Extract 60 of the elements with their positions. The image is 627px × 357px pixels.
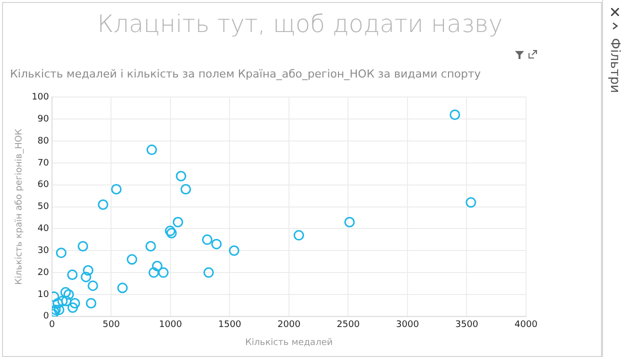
text: Фільтри: [607, 38, 622, 94]
point: [56, 248, 66, 258]
point: [450, 109, 460, 120]
point: [344, 216, 355, 228]
x-tick-label: 3000: [396, 320, 420, 330]
point: [67, 270, 78, 280]
x-tick-label: 2500: [336, 320, 360, 330]
point: [88, 280, 98, 291]
x-tick-label: 1000: [159, 320, 182, 330]
point: [228, 245, 240, 256]
point: [86, 298, 96, 308]
y-tick-label: 90: [38, 114, 50, 124]
point: [78, 241, 88, 252]
point: [294, 230, 304, 241]
point: [158, 267, 169, 278]
point: [172, 216, 184, 228]
y-tick-label: 50: [38, 202, 50, 212]
point: [202, 234, 212, 245]
point: [60, 287, 71, 298]
point: [54, 304, 64, 316]
point: [203, 267, 214, 278]
x-tick-label: 2000: [278, 320, 301, 330]
x-tick-label: 500: [102, 320, 120, 330]
y-tick-label: 10: [38, 290, 50, 300]
point: [146, 144, 158, 156]
point: [98, 199, 108, 210]
point: [57, 296, 68, 306]
point: [148, 267, 160, 278]
point: [180, 184, 192, 195]
point: [61, 296, 72, 306]
x-axis-title: Кількість медалей: [245, 338, 333, 348]
point: [82, 265, 94, 276]
point: [466, 197, 476, 208]
y-tick-label: 20: [38, 268, 50, 278]
chart-title: Клацніть тут, щоб додати назву: [96, 10, 504, 38]
point: [63, 289, 74, 300]
x-tick-label: 3500: [455, 320, 478, 330]
point: [67, 302, 78, 313]
y-tick-label: 40: [38, 224, 50, 234]
point: [152, 260, 162, 272]
point: [80, 272, 92, 282]
point: [70, 298, 80, 308]
y-tick-label: 70: [38, 158, 50, 168]
y-tick-label: 60: [38, 180, 50, 190]
point: [176, 170, 186, 182]
y-tick-label: 100: [32, 92, 50, 103]
y-tick-label: 30: [38, 246, 50, 256]
point: [211, 238, 222, 250]
x-tick-label: 1500: [218, 320, 242, 330]
chart-subtitle: Кількість медалей і кількість за полем Країна_або_регіон_НОК за видами спорту: [10, 67, 482, 80]
point: [111, 184, 122, 195]
point: [117, 282, 128, 294]
y-tick-label: 80: [38, 136, 50, 146]
point: [52, 304, 61, 316]
point: [126, 254, 138, 265]
point: [52, 298, 64, 308]
y-tick-label: 0: [43, 312, 50, 322]
y-axis-title: Кількість країн або регіонів_НОК: [14, 128, 25, 285]
x-tick-label: 4000: [514, 320, 538, 330]
point: [145, 241, 156, 252]
